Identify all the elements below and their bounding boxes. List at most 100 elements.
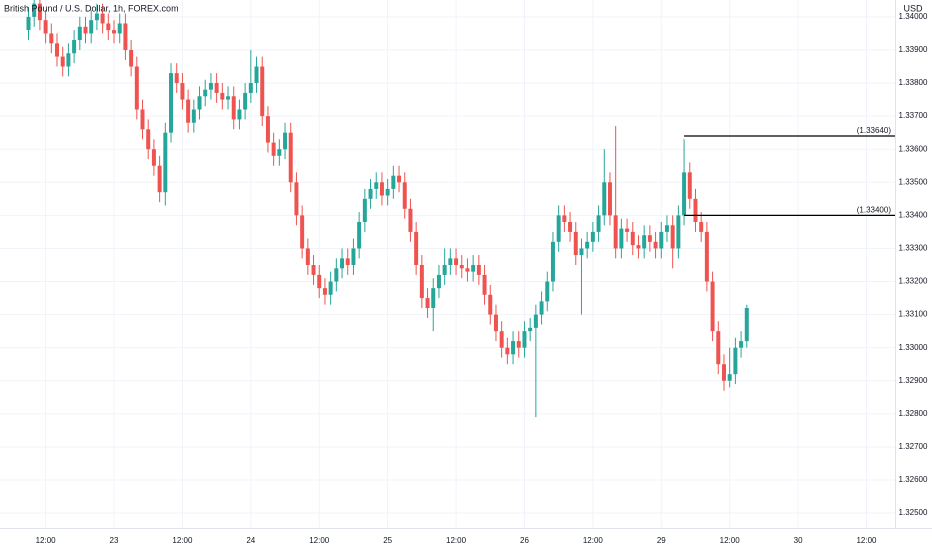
candle-body bbox=[391, 175, 396, 189]
candle-body bbox=[94, 13, 99, 21]
candle-body bbox=[83, 26, 88, 34]
candle-body bbox=[419, 264, 424, 299]
candle-body bbox=[271, 142, 276, 156]
candle-body bbox=[607, 182, 612, 216]
y-tick-label: 1.33300 bbox=[899, 244, 928, 253]
y-tick-label: 1.33600 bbox=[899, 144, 928, 153]
candle-body bbox=[362, 198, 367, 222]
x-tick-label: 12:00 bbox=[172, 536, 193, 545]
candle-body bbox=[454, 258, 459, 265]
y-tick-label: 1.34000 bbox=[899, 12, 928, 21]
candle-body bbox=[72, 40, 77, 54]
candle-body bbox=[476, 264, 481, 275]
candle-body bbox=[60, 56, 65, 67]
candle-body bbox=[254, 66, 259, 84]
x-tick-label: 26 bbox=[520, 536, 529, 545]
candle-body bbox=[117, 23, 122, 34]
candle-body bbox=[277, 149, 282, 156]
candle-body bbox=[55, 43, 60, 57]
y-tick-label: 1.33700 bbox=[899, 111, 928, 120]
candle-body bbox=[112, 30, 117, 34]
candle-body bbox=[260, 66, 265, 117]
x-tick-label: 25 bbox=[383, 536, 392, 545]
candle-body bbox=[26, 16, 31, 31]
candle-body bbox=[203, 89, 208, 97]
candle-body bbox=[625, 228, 630, 232]
y-tick-label: 1.32600 bbox=[899, 475, 928, 484]
candle-body bbox=[636, 245, 641, 249]
candle-body bbox=[556, 215, 561, 242]
y-tick-label: 1.33200 bbox=[899, 277, 928, 286]
candle-body bbox=[699, 221, 704, 232]
y-tick-label: 1.33400 bbox=[899, 210, 928, 219]
candle-body bbox=[169, 73, 174, 133]
candle-body bbox=[32, 3, 37, 17]
candle-body bbox=[568, 221, 573, 232]
candle-body bbox=[294, 182, 299, 216]
candle-body bbox=[493, 314, 498, 332]
candle-body bbox=[146, 129, 151, 150]
candle-body bbox=[100, 13, 105, 24]
candle-body bbox=[208, 83, 213, 90]
candle-body bbox=[385, 188, 390, 196]
candle-body bbox=[727, 374, 732, 381]
candle-body bbox=[721, 364, 726, 381]
candle-body bbox=[550, 241, 555, 282]
candle-body bbox=[716, 331, 721, 365]
candle-body bbox=[408, 208, 413, 232]
candle-body bbox=[442, 264, 447, 275]
candle-body bbox=[414, 231, 419, 265]
candle-body bbox=[305, 248, 310, 265]
candle-body bbox=[744, 308, 749, 342]
x-tick-label: 12:00 bbox=[309, 536, 330, 545]
candle-body bbox=[157, 165, 162, 193]
candle-body bbox=[539, 301, 544, 315]
level-label: (1.33640) bbox=[857, 126, 892, 135]
candle-body bbox=[613, 215, 618, 249]
candle-body bbox=[739, 341, 744, 348]
candle-body bbox=[322, 288, 327, 295]
y-tick-label: 1.33800 bbox=[899, 78, 928, 87]
candle-body bbox=[214, 83, 219, 93]
candle-body bbox=[226, 96, 231, 100]
candle-body bbox=[89, 20, 94, 34]
y-tick-label: 1.32800 bbox=[899, 409, 928, 418]
candle-body bbox=[471, 264, 476, 272]
candle-body bbox=[186, 99, 191, 123]
candle-body bbox=[265, 116, 270, 143]
y-tick-label: 1.33900 bbox=[899, 45, 928, 54]
candle-body bbox=[191, 109, 196, 123]
candle-body bbox=[288, 132, 293, 183]
candle-body bbox=[379, 182, 384, 196]
candle-body bbox=[522, 331, 527, 348]
x-tick-label: 12:00 bbox=[583, 536, 604, 545]
x-tick-label: 24 bbox=[246, 536, 255, 545]
candle-body bbox=[596, 215, 601, 232]
candle-body bbox=[448, 258, 453, 265]
candle-body bbox=[670, 225, 675, 249]
candle-body bbox=[664, 225, 669, 232]
candle-body bbox=[311, 264, 316, 275]
candle-body bbox=[123, 23, 128, 50]
candle-body bbox=[499, 331, 504, 348]
candle-body bbox=[630, 231, 635, 246]
candle-body bbox=[368, 188, 373, 199]
candle-body bbox=[682, 172, 687, 216]
candle-body bbox=[687, 172, 692, 199]
candle-body bbox=[134, 66, 139, 110]
candle-body bbox=[528, 327, 533, 332]
candle-body bbox=[704, 231, 709, 282]
candle-body bbox=[357, 221, 362, 249]
x-tick-label: 30 bbox=[794, 536, 803, 545]
candle-body bbox=[733, 347, 738, 375]
candle-body bbox=[573, 231, 578, 256]
y-tick-label: 1.33500 bbox=[899, 177, 928, 186]
candle-body bbox=[533, 314, 538, 328]
candle-body bbox=[340, 258, 345, 269]
candle-body bbox=[231, 96, 236, 120]
x-tick-label: 23 bbox=[110, 536, 119, 545]
candle-body bbox=[283, 132, 288, 150]
candle-body bbox=[345, 258, 350, 265]
candle-body bbox=[516, 341, 521, 348]
